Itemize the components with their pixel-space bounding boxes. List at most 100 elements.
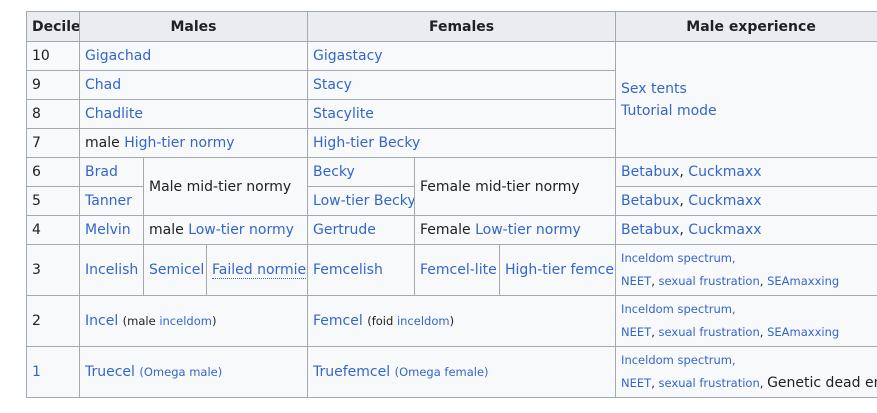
female-link[interactable]: Gigastacy: [313, 48, 383, 64]
decile-cell: 8: [26, 99, 80, 129]
female-link[interactable]: High-tier Becky: [313, 135, 421, 151]
low-tier-normy-link[interactable]: Low-tier normy: [475, 222, 581, 238]
cuckmaxx-link[interactable]: Cuckmaxx: [688, 164, 762, 180]
female-cell: High-tier Becky: [307, 128, 617, 158]
cuckmaxx-link[interactable]: Cuckmaxx: [688, 193, 762, 209]
experience-top-cell: Sex tents Tutorial mode: [615, 41, 877, 158]
inceldom-spectrum-link[interactable]: Inceldom spectrum,: [621, 302, 736, 316]
femcelish-link[interactable]: Femcelish: [313, 262, 383, 278]
betabux-link[interactable]: Betabux: [621, 222, 680, 238]
header-decile: Decile: [26, 11, 80, 42]
male-mid-tier-cell: Male mid-tier normy: [142, 157, 309, 216]
sex-tents-link[interactable]: Sex tents: [621, 80, 687, 97]
male-link[interactable]: Chadlite: [85, 106, 143, 122]
female-cell: Becky: [307, 157, 416, 187]
female-link[interactable]: Low-tier Becky: [313, 193, 415, 209]
male-cell: Chadlite: [78, 99, 309, 129]
sexual-frustration-link[interactable]: sexual frustration: [658, 325, 760, 339]
experience-cell: Inceldom spectrum, NEET, sexual frustrat…: [615, 346, 877, 398]
female-link[interactable]: Stacy: [313, 77, 352, 93]
male-prefix: male: [149, 222, 184, 238]
separator: ,: [651, 274, 655, 288]
male-link[interactable]: Chad: [85, 77, 122, 93]
male-note: (male inceldom): [123, 314, 217, 328]
separator: ,: [651, 325, 655, 339]
male-cell: Truecel (Omega male): [78, 346, 309, 398]
female-cell: Stacylite: [307, 99, 617, 129]
betabux-link[interactable]: Betabux: [621, 193, 680, 209]
female-link[interactable]: Gertrude: [313, 222, 376, 238]
semicel-link[interactable]: Semicel: [149, 262, 205, 278]
truecel-link[interactable]: Truecel: [85, 364, 135, 380]
male-cell: Failed normie: [205, 244, 309, 296]
omega-male-link[interactable]: (Omega male): [139, 365, 223, 379]
male-cell: Gigachad: [78, 41, 309, 71]
header-males: Males: [78, 11, 309, 42]
note-prefix: (foid: [367, 314, 394, 328]
decile-cell: 7: [26, 128, 80, 158]
decile-link[interactable]: 1: [32, 364, 41, 380]
neet-link[interactable]: NEET: [621, 274, 652, 288]
inceldom-spectrum-link[interactable]: Inceldom spectrum,: [621, 353, 736, 367]
note-suffix: ): [449, 314, 455, 328]
inceldom-link[interactable]: inceldom: [159, 314, 212, 328]
separator: ,: [759, 376, 764, 390]
cuckmaxx-link[interactable]: Cuckmaxx: [688, 222, 762, 238]
neet-link[interactable]: NEET: [621, 325, 652, 339]
female-prefix: Female: [420, 222, 471, 238]
separator: ,: [679, 193, 684, 209]
female-low-tier-cell: Female Low-tier normy: [414, 215, 617, 245]
sexual-frustration-link[interactable]: sexual frustration: [658, 376, 760, 390]
male-link[interactable]: Tanner: [85, 193, 132, 209]
female-cell: Femcelish: [307, 244, 416, 296]
table-row: 7 male High-tier normy High-tier Becky: [26, 128, 877, 158]
male-link[interactable]: Gigachad: [85, 48, 152, 64]
neet-link[interactable]: NEET: [621, 376, 652, 390]
male-link[interactable]: Melvin: [85, 222, 131, 238]
female-note: (foid inceldom): [367, 314, 454, 328]
decile-cell: 4: [26, 215, 80, 245]
table-row: 4 Melvin male Low-tier normy Gertrude Fe…: [26, 215, 877, 245]
header-females: Females: [307, 11, 617, 42]
male-cell: Incelish: [79, 244, 144, 296]
inceldom-link[interactable]: inceldom: [396, 314, 450, 328]
seamaxxing-link[interactable]: SEAmaxxing: [767, 274, 840, 288]
male-link[interactable]: Brad: [85, 164, 118, 180]
male-prefix: male: [85, 135, 120, 151]
truefemcel-link[interactable]: Truefemcel: [313, 364, 391, 380]
low-tier-normy-link[interactable]: Low-tier normy: [188, 222, 294, 238]
tutorial-mode-link[interactable]: Tutorial mode: [621, 102, 717, 119]
separator: ,: [679, 164, 684, 180]
high-tier-femcel-link[interactable]: High-tier femcel: [505, 262, 616, 278]
incelish-link[interactable]: Incelish: [85, 262, 139, 278]
female-link[interactable]: Stacylite: [313, 106, 374, 122]
femcel-link[interactable]: Femcel: [313, 313, 363, 329]
table-row: 1 Truecel (Omega male) Truefemcel (Omega…: [26, 346, 877, 398]
omega-female-link[interactable]: (Omega female): [394, 365, 489, 379]
male-link[interactable]: High-tier normy: [124, 135, 235, 151]
female-cell: High-tier femcel: [499, 244, 617, 296]
inceldom-spectrum-link[interactable]: Inceldom spectrum,: [621, 251, 736, 265]
decile-cell: 2: [26, 295, 80, 347]
failed-normie-link[interactable]: Failed normie: [212, 262, 307, 279]
incel-link[interactable]: Incel: [85, 313, 119, 329]
sexual-frustration-link[interactable]: sexual frustration: [658, 274, 760, 288]
female-cell: Femcel-lite: [414, 244, 501, 296]
table-row: 9 Chad Stacy: [26, 70, 877, 100]
betabux-link[interactable]: Betabux: [621, 164, 680, 180]
separator: ,: [651, 376, 655, 390]
decile-cell: 5: [26, 186, 80, 216]
decile-cell: 6: [26, 157, 80, 187]
female-mid-tier-cell: Female mid-tier normy: [414, 157, 617, 216]
seamaxxing-link[interactable]: SEAmaxxing: [767, 325, 840, 339]
male-cell: Tanner: [79, 186, 144, 216]
female-link[interactable]: Becky: [313, 164, 355, 180]
femcel-lite-link[interactable]: Femcel-lite: [420, 262, 497, 278]
table-row: 10 Gigachad Gigastacy Sex tents Tutorial…: [26, 41, 877, 158]
female-cell: Gigastacy: [307, 41, 617, 71]
table-row: 5 Tanner Low-tier Becky Betabux, Cuckmax…: [26, 186, 877, 216]
female-cell: Gertrude: [307, 215, 416, 245]
male-low-tier-cell: male Low-tier normy: [142, 215, 309, 245]
male-cell: Brad: [79, 157, 144, 187]
table-row: 8 Chadlite Stacylite: [26, 99, 877, 129]
